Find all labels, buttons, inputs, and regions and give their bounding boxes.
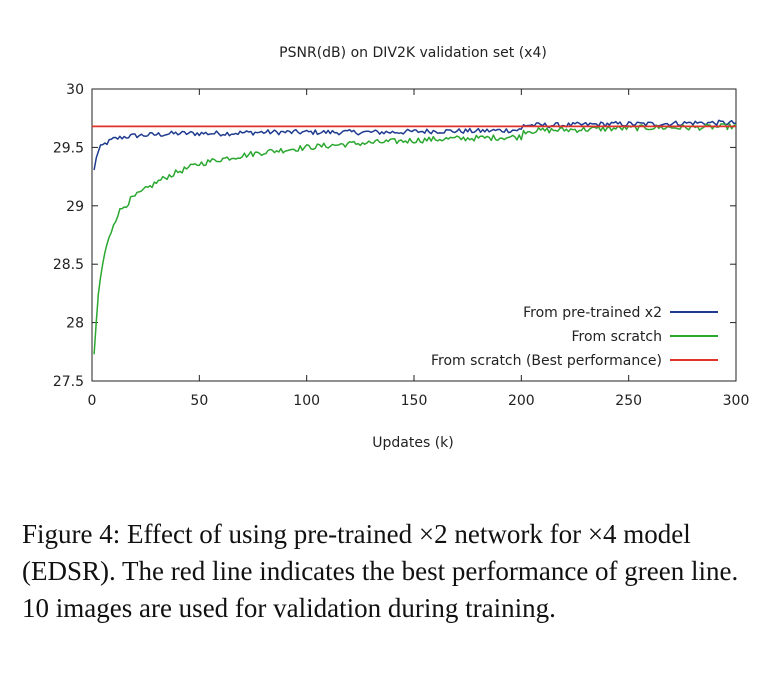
y-tick-label: 27.5 — [53, 374, 84, 390]
x-tick-label: 0 — [88, 393, 97, 409]
x-axis-label: Updates (k) — [372, 435, 453, 451]
y-tick-label: 30 — [66, 82, 84, 98]
x-tick-label: 50 — [190, 393, 208, 409]
x-tick-label: 150 — [401, 393, 428, 409]
chart-title: PSNR(dB) on DIV2K validation set (x4) — [279, 45, 547, 61]
x-tick-label: 300 — [723, 393, 750, 409]
y-tick-label: 28 — [66, 316, 84, 332]
psnr-chart: PSNR(dB) on DIV2K validation set (x4) 0 5… — [53, 45, 750, 451]
y-tick-label: 29.5 — [53, 140, 84, 156]
legend-label-from-scratch-best-performance: From scratch (Best performance) — [431, 353, 662, 369]
y-tick-label: 29 — [66, 199, 84, 215]
x-tick-label: 200 — [508, 393, 535, 409]
series-line-from-pre-trained-x2 — [93, 119, 737, 171]
y-tick-label: 28.5 — [53, 257, 84, 273]
figure-caption: Figure 4: Effect of using pre-trained ×2… — [22, 519, 739, 623]
plot-area: 0 50 100 150 200 250 300 27.5 28 28.5 29 29.5 30 From… — [53, 82, 750, 409]
x-tick-label: 100 — [293, 393, 320, 409]
x-tick-label: 250 — [615, 393, 642, 409]
legend-label-from-pre-trained-x2: From pre-trained x2 — [523, 305, 662, 321]
legend-label-from-scratch: From scratch — [571, 329, 662, 345]
